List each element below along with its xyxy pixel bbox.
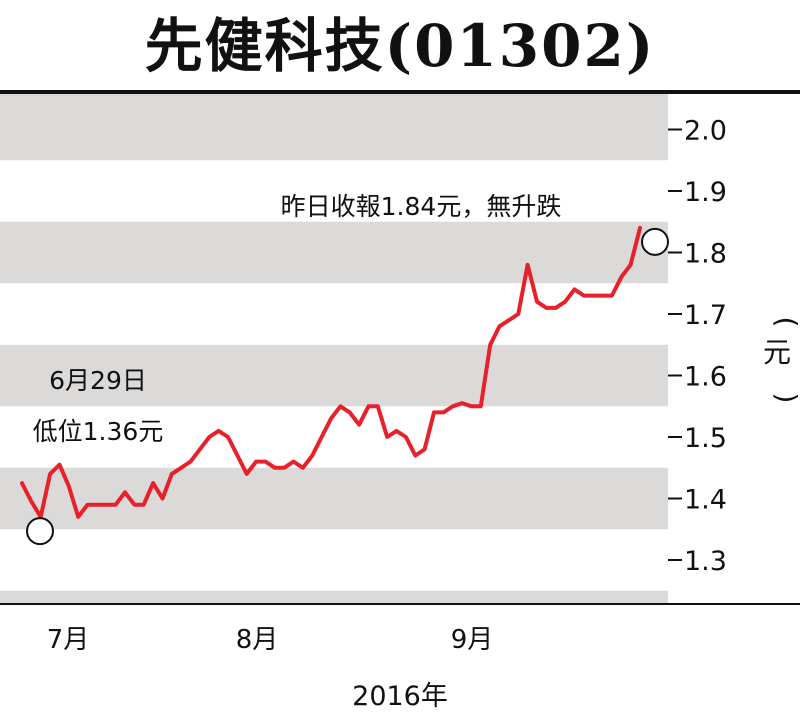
y-tick-label: 1.6 — [684, 362, 727, 393]
x-tick-label: 7月 — [47, 625, 90, 655]
background-band — [0, 467, 668, 530]
y-tick-label: 2.0 — [684, 116, 727, 147]
background-band — [0, 221, 668, 284]
x-axis: 7月 8月 9月 — [47, 625, 494, 655]
title-divider — [0, 90, 800, 94]
y-tick-label: 1.8 — [684, 239, 727, 270]
y-tick-label: 1.5 — [684, 423, 727, 454]
close-point-marker — [641, 227, 669, 256]
price-line — [20, 225, 642, 519]
y-tick-label: 1.4 — [684, 485, 727, 516]
y-axis-unit-open: ( — [770, 317, 800, 328]
y-tick-label: 1.3 — [684, 546, 727, 577]
low-point-marker — [26, 517, 54, 546]
x-tick-label: 8月 — [236, 625, 279, 655]
background-band — [0, 344, 668, 407]
background-bands — [0, 94, 668, 604]
y-axis-unit-close: ) — [770, 393, 800, 404]
low-annotation-text: 6月29日 — [49, 366, 147, 395]
low-annotation-text: 低位1.36元 — [33, 417, 164, 446]
y-axis: 2.0 1.9 1.8 1.7 1.6 1.5 1.4 1.3 — [668, 116, 727, 577]
chart-title: 先健科技(01302) — [144, 12, 656, 80]
y-tick-label: 1.7 — [684, 300, 727, 331]
close-annotation-text: 昨日收報1.84元，無升跌 — [281, 192, 562, 221]
markers — [26, 227, 669, 546]
y-axis-unit: 元 — [763, 336, 791, 369]
background-band — [0, 94, 668, 161]
x-tick-label: 9月 — [451, 625, 494, 655]
y-tick-label: 1.9 — [684, 177, 727, 208]
background-band — [0, 590, 668, 604]
x-axis-year: 2016年 — [352, 681, 448, 712]
